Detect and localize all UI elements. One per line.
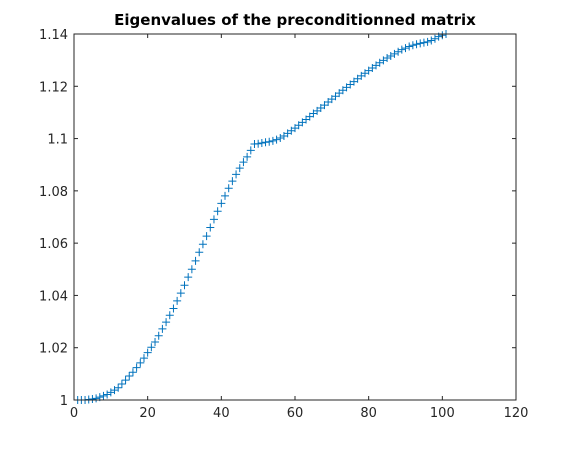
x-tick-label: 80	[360, 406, 377, 421]
y-tick-label: 1.02	[39, 342, 68, 357]
plot-area	[74, 34, 516, 400]
x-tick-label: 40	[213, 406, 230, 421]
x-tick-label: 100	[430, 406, 455, 421]
x-tick-label: 120	[504, 406, 529, 421]
y-tick-label: 1.04	[39, 289, 68, 304]
x-tick-label: 0	[70, 406, 78, 421]
x-tick-label: 20	[139, 406, 156, 421]
y-tick-label: 1.06	[39, 237, 68, 252]
y-tick-label: 1	[60, 394, 68, 409]
y-tick-label: 1.08	[39, 185, 68, 200]
y-tick-label: 1.14	[39, 28, 68, 43]
y-tick-label: 1.12	[39, 80, 68, 95]
x-tick-label: 60	[287, 406, 304, 421]
y-tick-label: 1.1	[47, 133, 68, 148]
chart-title: Eigenvalues of the preconditionned matri…	[114, 11, 476, 29]
